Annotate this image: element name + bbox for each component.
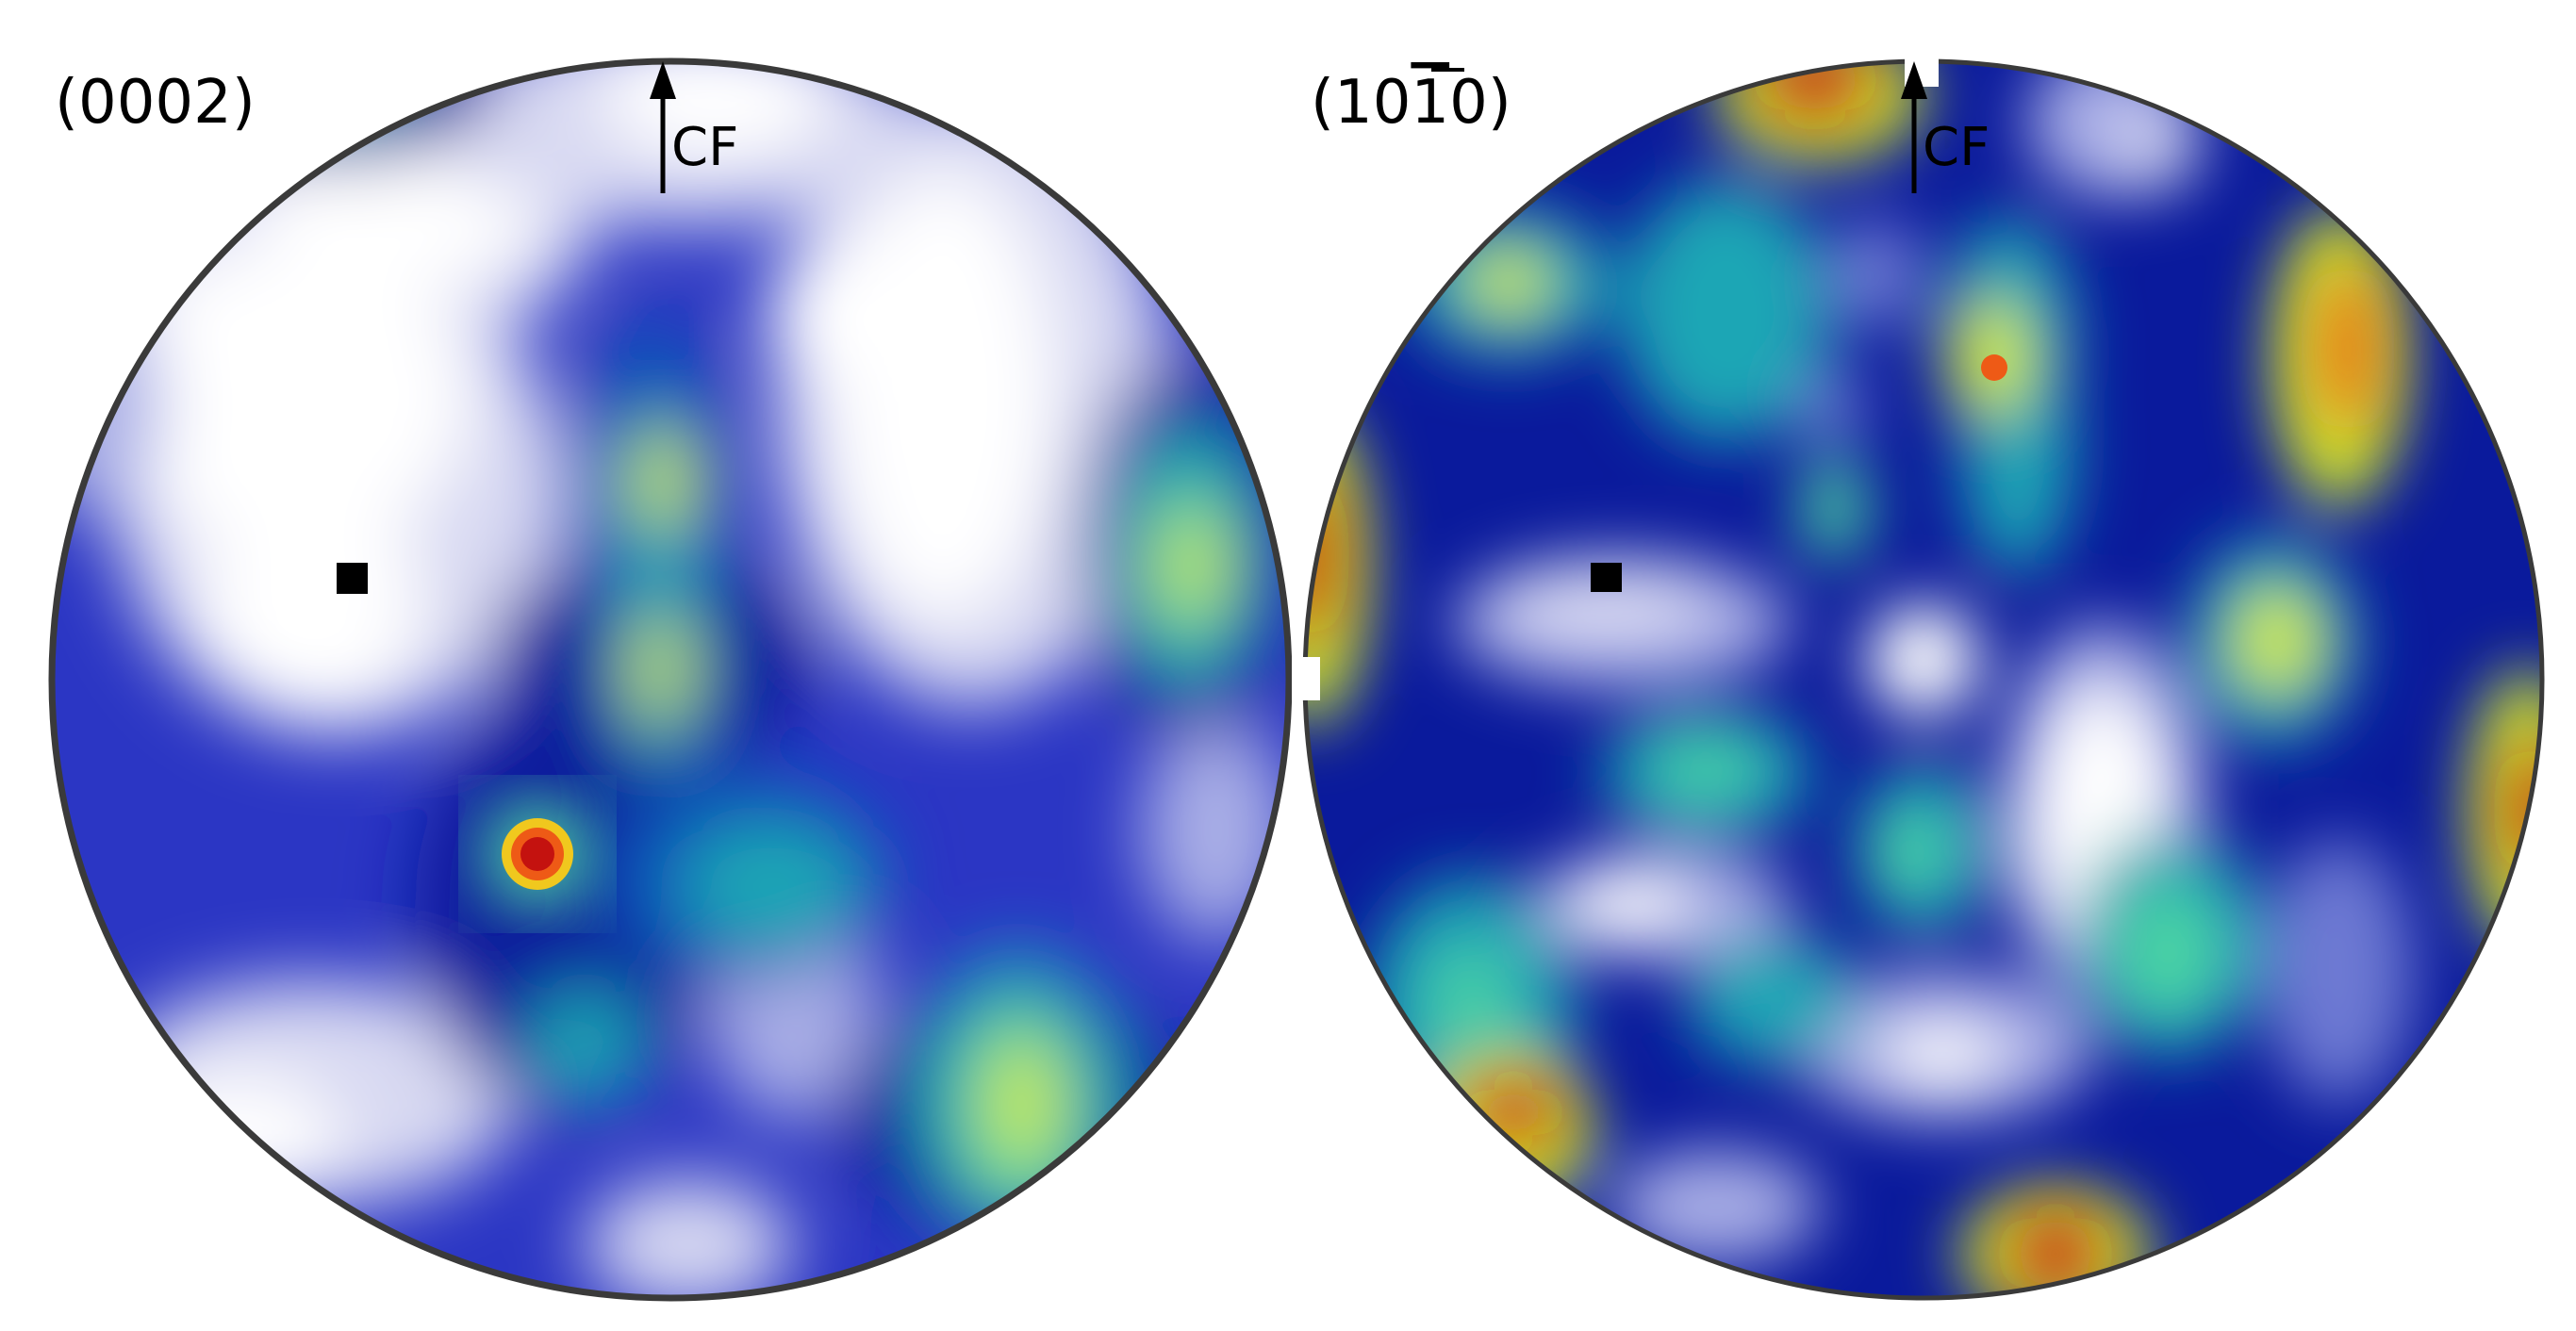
cf-direction-label: CF (1923, 117, 1990, 178)
cf-direction-label: CF (671, 117, 738, 178)
reference-marker (337, 563, 368, 594)
pole-figure-10-10: CF (1010) (1292, 55, 2545, 1301)
plane-label-part-close: 0) (1449, 68, 1511, 138)
plane-label-part-overbar: 1 (1411, 68, 1449, 138)
plane-label-10-10: (1010) (1311, 68, 1511, 138)
plane-label-part-open: (10 (1311, 68, 1411, 138)
intensity-map-10-10 (1305, 61, 2542, 1298)
intensity-map-0002 (52, 61, 1289, 1298)
reference-marker (1591, 563, 1622, 592)
cf-direction-arrow (1901, 61, 1927, 193)
pole-figure-outline (48, 58, 1293, 1302)
edge-notch-left (1292, 657, 1320, 700)
pole-figure-0002: CF (0002) (48, 58, 1293, 1302)
cf-direction-arrow (650, 61, 676, 193)
plane-label-0002: (0002) (55, 68, 256, 138)
